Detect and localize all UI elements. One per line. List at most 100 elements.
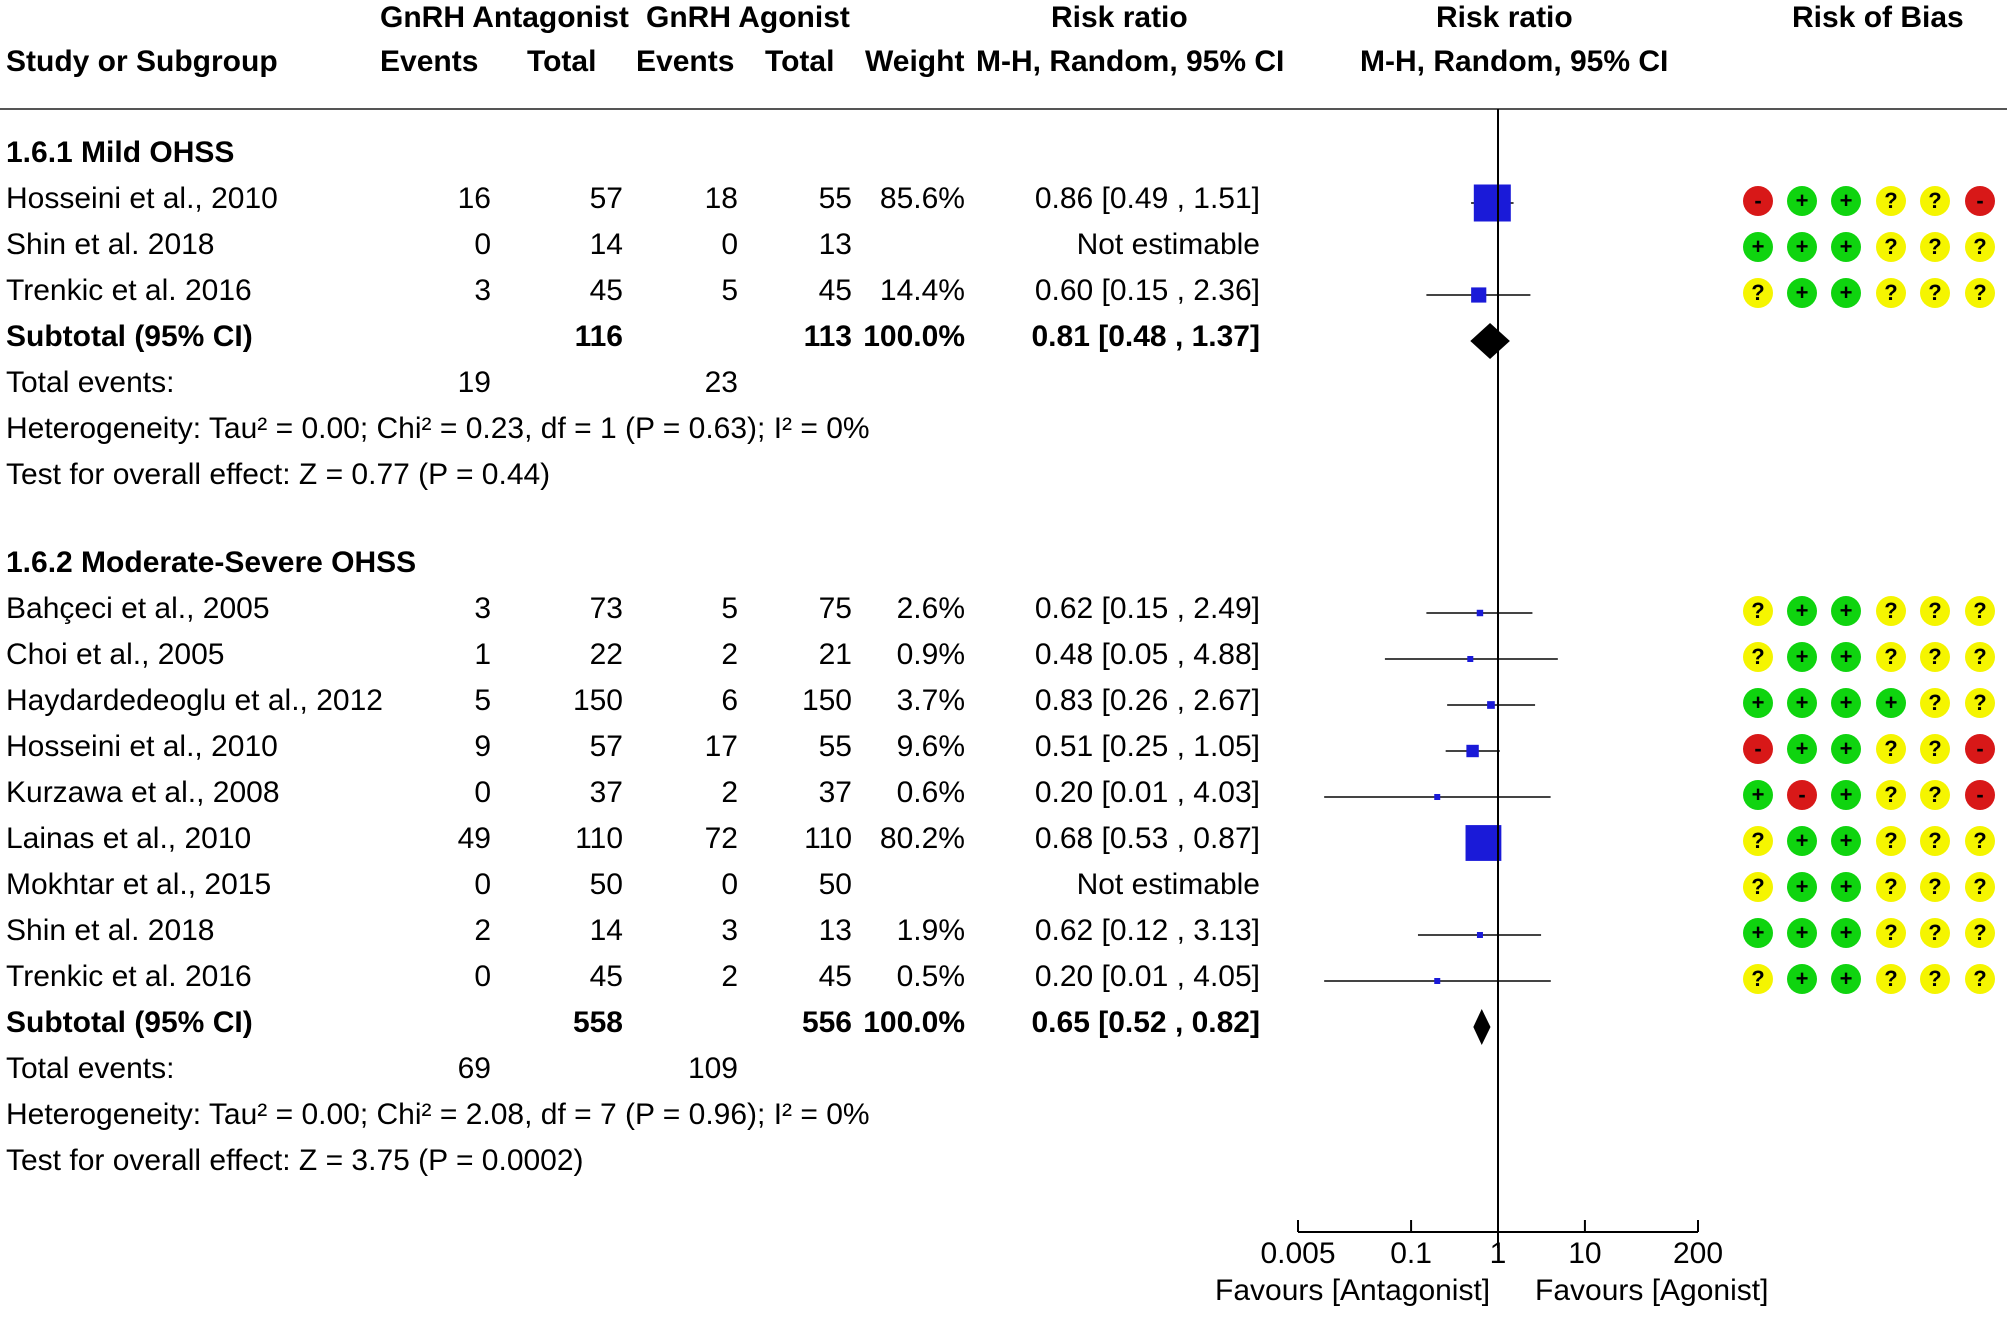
bias-f-icon: ? [1965,232,1995,262]
events-agonist: 0 [721,228,738,261]
bias-d-icon: ? [1876,734,1906,764]
bias-d-icon: ? [1876,278,1906,308]
bias-c-icon: + [1831,964,1861,994]
total-antagonist: 57 [589,182,623,215]
total-events-antagonist: 69 [457,1052,491,1085]
bias-f-icon: - [1965,734,1995,764]
events-antagonist: 0 [474,960,491,993]
total-antagonist: 22 [589,638,623,671]
events-antagonist: 9 [474,730,491,763]
x-tick-label: 1 [1489,1237,1507,1270]
favours-right-label: Favours [Agonist] [1535,1274,1769,1307]
events-agonist: 18 [704,182,738,215]
subtotal-ci: 0.81 [0.48 , 1.37] [1031,320,1261,353]
events-agonist: 2 [721,776,738,809]
total-agonist: 45 [818,960,852,993]
point-estimate-marker [1473,184,1511,222]
bias-c-icon: + [1831,780,1861,810]
bias-f-icon: ? [1965,688,1995,718]
bias-a-icon: - [1743,186,1773,216]
bias-e-icon: ? [1920,826,1950,856]
bias-c-icon: + [1831,596,1861,626]
total-agonist: 21 [818,638,852,671]
events-agonist: 2 [721,638,738,671]
bias-f-icon: ? [1965,826,1995,856]
bias-e-icon: ? [1920,780,1950,810]
bias-e-icon: ? [1920,642,1950,672]
events-antagonist: 5 [474,684,491,717]
total-antagonist: 14 [589,914,623,947]
study-ci: 0.20 [0.01 , 4.05] [1034,960,1260,993]
favours-left-label: Favours [Antagonist] [1215,1274,1491,1307]
events-antagonist: 16 [457,182,491,215]
point-estimate-marker [1465,825,1502,861]
header-weight: Weight [865,45,965,78]
study-weight: 0.5% [896,960,965,993]
bias-d-icon: + [1876,688,1906,718]
events-antagonist: 3 [474,592,491,625]
events-agonist: 5 [721,274,738,307]
total-agonist: 110 [804,822,852,855]
bias-e-icon: ? [1920,688,1950,718]
study-ci: 0.62 [0.15 , 2.49] [1034,592,1260,625]
bias-c-icon: + [1831,232,1861,262]
point-estimate-marker [1434,794,1441,800]
total-agonist: 150 [801,684,852,717]
study-name: Mokhtar et al., 2015 [6,868,272,901]
bias-c-icon: + [1831,918,1861,948]
events-agonist: 5 [721,592,738,625]
bias-b-icon: + [1787,918,1817,948]
events-antagonist: 2 [474,914,491,947]
bias-e-icon: ? [1920,918,1950,948]
bias-b-icon: - [1787,780,1817,810]
events-antagonist: 1 [474,638,491,671]
total-agonist: 55 [818,182,852,215]
study-name: Hosseini et al., 2010 [6,182,278,215]
events-agonist: 6 [721,684,738,717]
point-estimate-marker [1476,932,1483,938]
bias-a-icon: ? [1743,826,1773,856]
study-ci: 0.62 [0.12 , 3.13] [1034,914,1260,947]
total-antagonist: 45 [589,274,623,307]
total-events-antagonist: 19 [457,366,491,399]
study-name: Kurzawa et al., 2008 [6,776,280,809]
bias-a-icon: ? [1743,278,1773,308]
point-estimate-marker [1487,701,1495,709]
bias-b-icon: + [1787,734,1817,764]
study-weight: 14.4% [879,274,965,307]
events-antagonist: 3 [474,274,491,307]
events-antagonist: 49 [457,822,491,855]
bias-b-icon: + [1787,278,1817,308]
bias-c-icon: + [1831,734,1861,764]
total-events-agonist: 109 [687,1052,738,1085]
point-estimate-marker [1471,287,1487,303]
header-risk-ratio-2: Risk ratio [1436,1,1573,34]
study-weight: 2.6% [896,592,965,625]
events-antagonist: 0 [474,776,491,809]
study-ci: 0.83 [0.26 , 2.67] [1034,684,1260,717]
bias-f-icon: - [1965,780,1995,810]
header-group2: GnRH Agonist [646,1,850,34]
total-agonist: 37 [818,776,852,809]
total-agonist: 55 [818,730,852,763]
bias-b-icon: + [1787,826,1817,856]
point-estimate-marker [1466,744,1479,758]
subtotal-diamond [1470,323,1510,359]
bias-c-icon: + [1831,278,1861,308]
point-estimate-marker [1467,656,1474,662]
header-group1: GnRH Antagonist [380,1,629,34]
study-ci: Not estimable [1076,228,1260,261]
events-agonist: 2 [721,960,738,993]
subtotal-total-agonist: 556 [801,1006,852,1039]
events-antagonist: 0 [474,868,491,901]
total-antagonist: 37 [589,776,623,809]
bias-d-icon: ? [1876,872,1906,902]
study-ci: 0.51 [0.25 , 1.05] [1034,730,1260,763]
subtotal-weight: 100.0% [863,320,965,353]
study-weight: 9.6% [896,730,965,763]
events-agonist: 0 [721,868,738,901]
events-agonist: 72 [704,822,738,855]
total-antagonist: 150 [572,684,623,717]
bias-d-icon: ? [1876,826,1906,856]
study-name: Hosseini et al., 2010 [6,730,278,763]
